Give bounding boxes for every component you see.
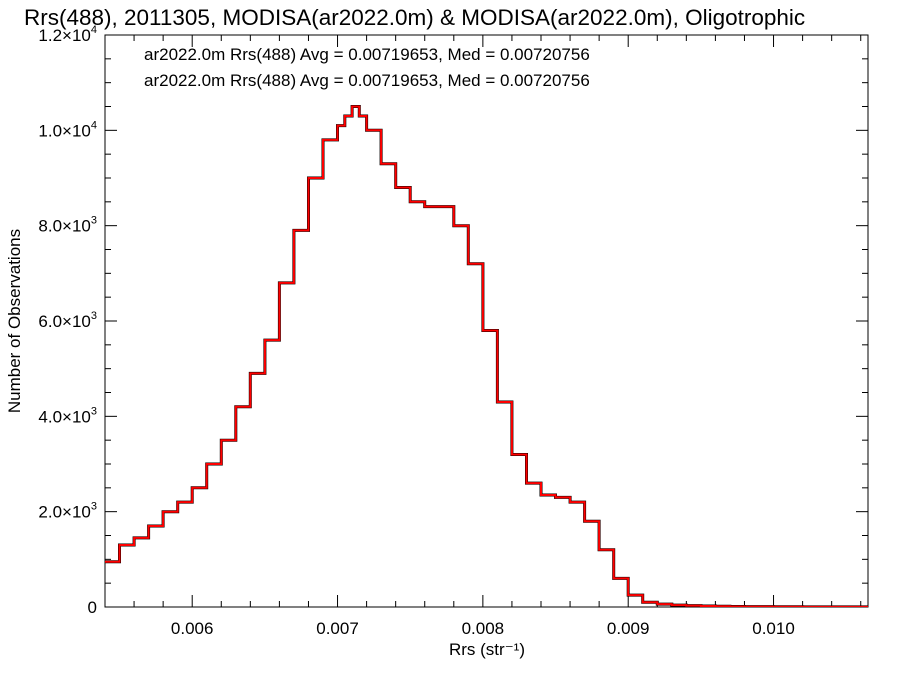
legend-entry-1: ar2022.0m Rrs(488) Avg = 0.00719653, Med… xyxy=(144,45,590,64)
y-tick-label: 1.0×104 xyxy=(38,119,97,140)
series-group xyxy=(105,105,868,607)
y-tick-label: 8.0×103 xyxy=(38,215,97,236)
histogram-series-2 xyxy=(105,105,868,607)
y-tick-label: 2.0×103 xyxy=(38,501,97,522)
x-axis-label: Rrs (str⁻¹) xyxy=(449,640,525,659)
y-tick-label: 4.0×103 xyxy=(38,405,97,426)
y-tick-label: 6.0×103 xyxy=(38,310,97,331)
x-axis: 0.006 0.007 0.008 0.009 0.010 xyxy=(104,35,862,638)
x-tick-label: 0.006 xyxy=(171,619,214,638)
y-axis-label: Number of Observations xyxy=(5,229,24,413)
x-tick-label: 0.010 xyxy=(752,619,795,638)
y-tick-label: 0 xyxy=(88,598,97,617)
x-tick-label: 0.009 xyxy=(607,619,650,638)
y-tick-label: 1.2×104 xyxy=(38,24,97,45)
legend: ar2022.0m Rrs(488) Avg = 0.00719653, Med… xyxy=(144,45,590,90)
legend-entry-2: ar2022.0m Rrs(488) Avg = 0.00719653, Med… xyxy=(144,71,590,90)
chart-title: Rrs(488), 2011305, MODISA(ar2022.0m) & M… xyxy=(24,5,805,30)
x-tick-label: 0.008 xyxy=(462,619,505,638)
y-axis: 0 2.0×103 4.0×103 6.0×103 8.0×103 1.0×104 1.2×… xyxy=(38,24,868,617)
x-tick-label: 0.007 xyxy=(316,619,359,638)
